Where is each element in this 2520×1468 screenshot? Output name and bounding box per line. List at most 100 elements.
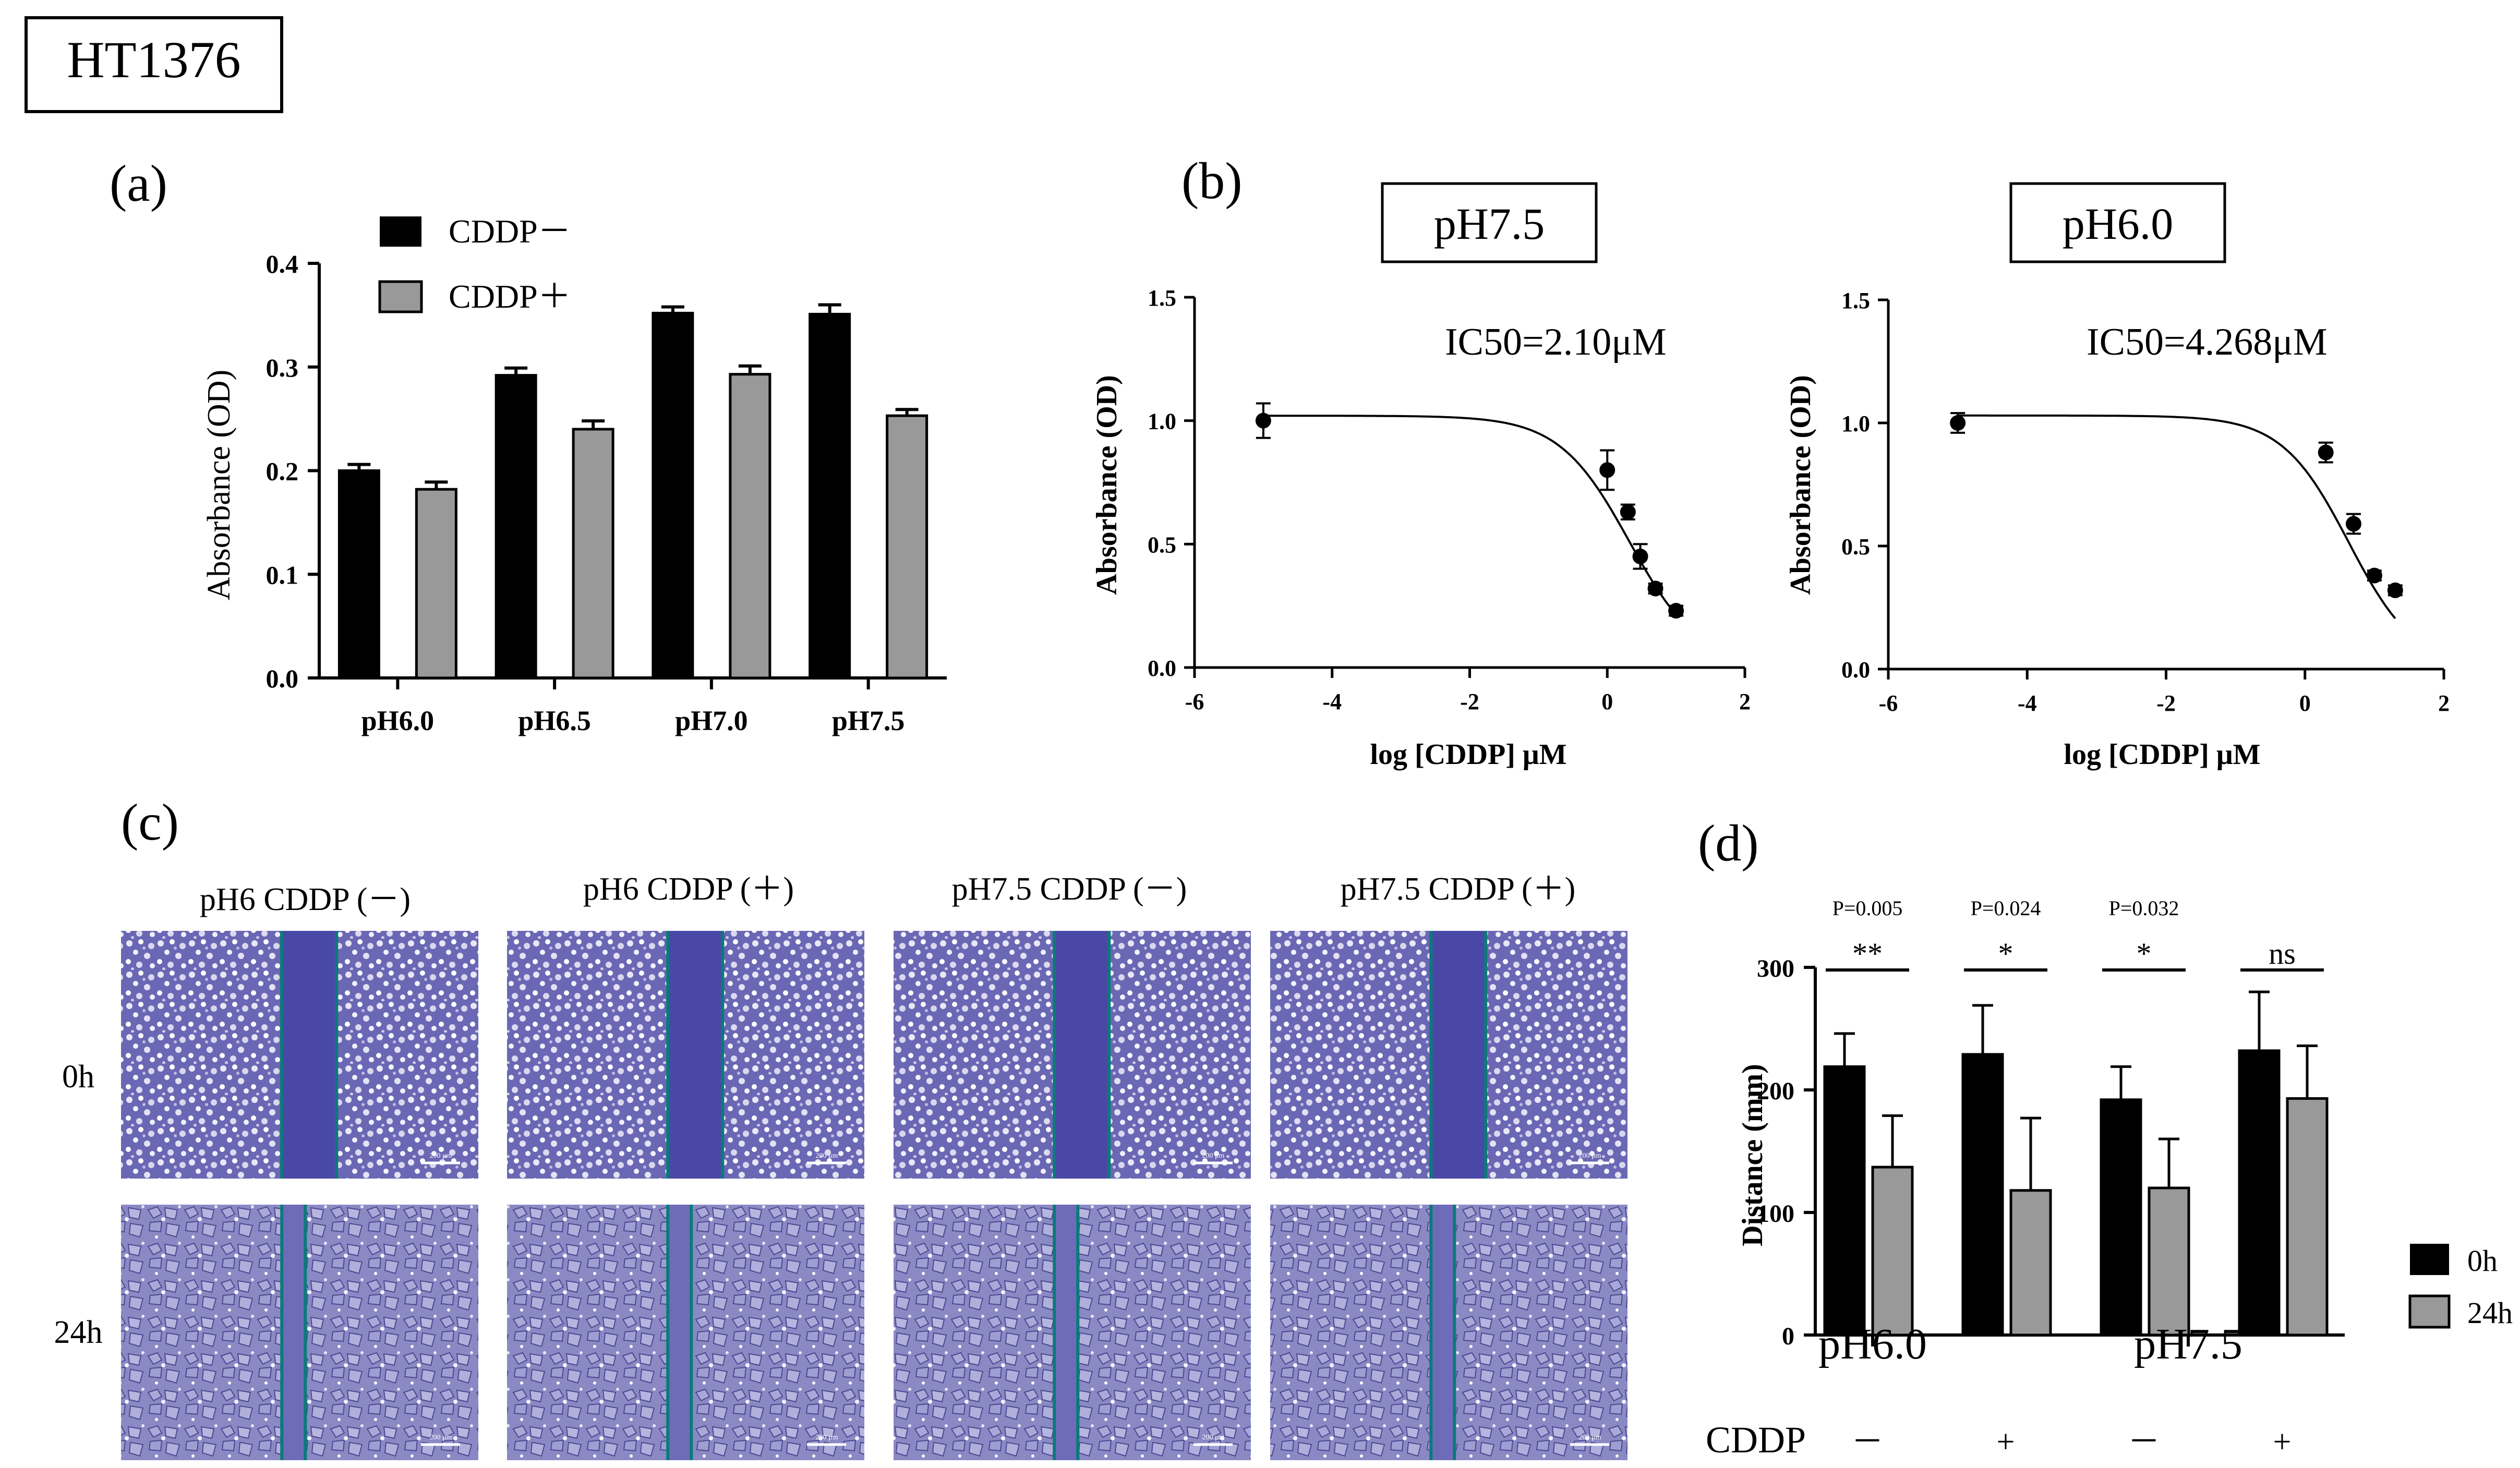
chart-a-bar-cddp-plus [572,428,614,680]
chart-d-sig-mark: * [2137,937,2152,970]
dose-xtick-label: 0 [2299,690,2311,716]
chart-d-bar-0h [2100,1098,2142,1337]
dose-xtick-label: 2 [1739,689,1751,714]
scratch-gap [668,931,723,1179]
dose-point [1632,549,1648,564]
dose-xtick-label: -4 [1322,689,1342,714]
dose-point [1599,462,1615,478]
chart-d-cddp-sign: － [2128,1424,2160,1460]
chart-b-ph75-ic50: IC50=2.10μM [1445,321,1667,363]
chart-d-p-value: P=0.005 [1832,896,1903,920]
micro-col-title-3: pH7.5 CDDP (－) [952,871,1187,907]
chart-a-bar-cddp-minus [652,311,694,680]
chart-b-ph60: pH6.0 IC50=4.268μM Absorbance (OD) log [… [1785,182,2450,771]
micro-row-label-0h: 0h [62,1059,94,1095]
dose-point [1668,603,1684,619]
chart-d-sig-mark: * [1998,937,2013,970]
legend-swatch-cddp-minus [380,216,421,247]
scratch-gap [1054,931,1110,1179]
chart-a-bar-cddp-minus [495,374,537,680]
chart-b-ph60-title: pH6.0 [2063,199,2174,249]
chart-d-bar-24h [2286,1097,2329,1337]
dose-fit-curve [1263,415,1677,616]
micro-col-title-4: pH7.5 CDDP (＋) [1341,871,1576,907]
chart-a-ytick-label: 0.1 [266,560,299,589]
micro-row-label-24h: 24h [54,1315,103,1350]
chart-b-ph75-title: pH7.5 [1434,199,1545,249]
chart-d-bar-24h [2009,1189,2052,1337]
scale-bar-label: 200 μm [816,1434,838,1441]
chart-d-cddp-sign: + [1997,1424,2015,1460]
chart-d-cddp-label: CDDP [1706,1419,1806,1461]
chart-d-ylabel: Distance (mm) [1737,1064,1769,1246]
chart-b-ph75: pH7.5 IC50=2.10μM Absorbance (OD) log [C… [1091,182,1751,771]
chart-d-sig-mark: ** [1852,937,1883,970]
legend-label-0h: 0h [2467,1244,2498,1278]
dose-fit-curve [1958,414,2396,620]
chart-a-xtick-label: pH7.0 [675,705,748,736]
dose-point [2345,516,2361,532]
dose-xtick-label: -6 [1185,689,1204,714]
dose-ytick-label: 0.5 [1148,532,1176,557]
legend-swatch-cddp-plus [378,280,423,313]
chart-d-bar-24h [2148,1186,2190,1337]
scale-bar-label: 200 μm [1202,1152,1225,1160]
scale-bar-label: 200 μm [1202,1434,1225,1441]
chart-b-ph60-xlabel: log [CDDP] μM [2064,738,2261,771]
panel-label-b: (b) [1181,152,1243,210]
chart-d-ytick-label: 0 [1782,1323,1794,1350]
micro-col-title-1: pH6 CDDP (－) [200,882,411,917]
legend-label-24h: 24h [2467,1296,2513,1330]
dose-point [2318,444,2334,460]
dose-point [2366,567,2382,584]
chart-d: 0 100 200 300 ** P=0.005 － * P=0.024 + * P=0.032 － n… [1706,896,2513,1461]
chart-a-bar-cddp-plus [886,414,929,680]
chart-d-ytick-label: 200 [1757,1077,1794,1105]
dose-ytick-label: 0.0 [1148,656,1176,681]
scratch-gap [1054,1205,1078,1460]
chart-d-bar-24h [1871,1166,1914,1337]
chart-a-xtick-label: pH7.5 [832,705,905,736]
chart-d-ytick-label: 100 [1757,1200,1794,1228]
scratch-gap [282,931,337,1179]
chart-a-ytick-label: 0.2 [266,457,299,486]
scale-bar-label: 200 μm [430,1434,452,1441]
dose-ytick-label: 0.5 [1841,534,1870,560]
chart-d-group-ph60: pH6.0 [1818,1320,1927,1368]
dose-point [1950,415,1966,431]
chart-a-ytick-label: 0.4 [266,249,299,278]
chart-d-sig-mark: ns [2269,937,2296,970]
scale-bar-label: 200 μm [816,1152,838,1160]
dose-ytick-label: 0.0 [1841,657,1870,683]
dose-xtick-label: -2 [1460,689,1479,714]
legend-swatch-24h [2408,1294,2451,1329]
chart-b-ph60-title-box [2009,182,2226,263]
chart-d-cddp-sign: + [2273,1424,2292,1460]
dose-point [1647,580,1663,597]
scratch-gap [1431,931,1486,1179]
chart-a-xtick-label: pH6.5 [518,705,591,736]
dose-xtick-label: -2 [2156,690,2176,716]
legend-swatch-0h [2410,1244,2449,1275]
chart-d-p-value: P=0.024 [1971,896,2041,920]
chart-a-xtick-label: pH6.0 [361,705,435,736]
dose-point [2387,582,2403,598]
chart-a-bar-cddp-minus [337,469,380,680]
chart-b-ph75-ylabel: Absorbance (OD) [1091,375,1123,595]
chart-a-bar-cddp-plus [415,488,457,680]
chart-a: 0.0 0.1 0.2 0.3 0.4 pH6.0 pH6.5 pH7.0 pH7.5 CDDP… [201,213,947,736]
legend-label-cddp-plus: CDDP＋ [449,278,571,315]
chart-d-ytick-label: 300 [1757,955,1794,982]
scratch-gap [282,1205,306,1460]
scale-bar-label: 200 μm [1579,1152,1601,1160]
chart-a-ylabel: Absorbance (OD) [201,370,237,600]
chart-a-bar-cddp-plus [729,373,771,680]
scale-bar-label: 200 μm [430,1152,452,1160]
panel-label-d: (d) [1698,814,1759,872]
dose-point [1255,413,1271,429]
panel-label-c: (c) [121,793,179,851]
dose-xtick-label: 0 [1601,689,1613,714]
figure-title: HT1376 [67,31,240,89]
chart-b-ph60-ylabel: Absorbance (OD) [1785,375,1817,595]
dose-ytick-label: 1.0 [1841,411,1870,436]
